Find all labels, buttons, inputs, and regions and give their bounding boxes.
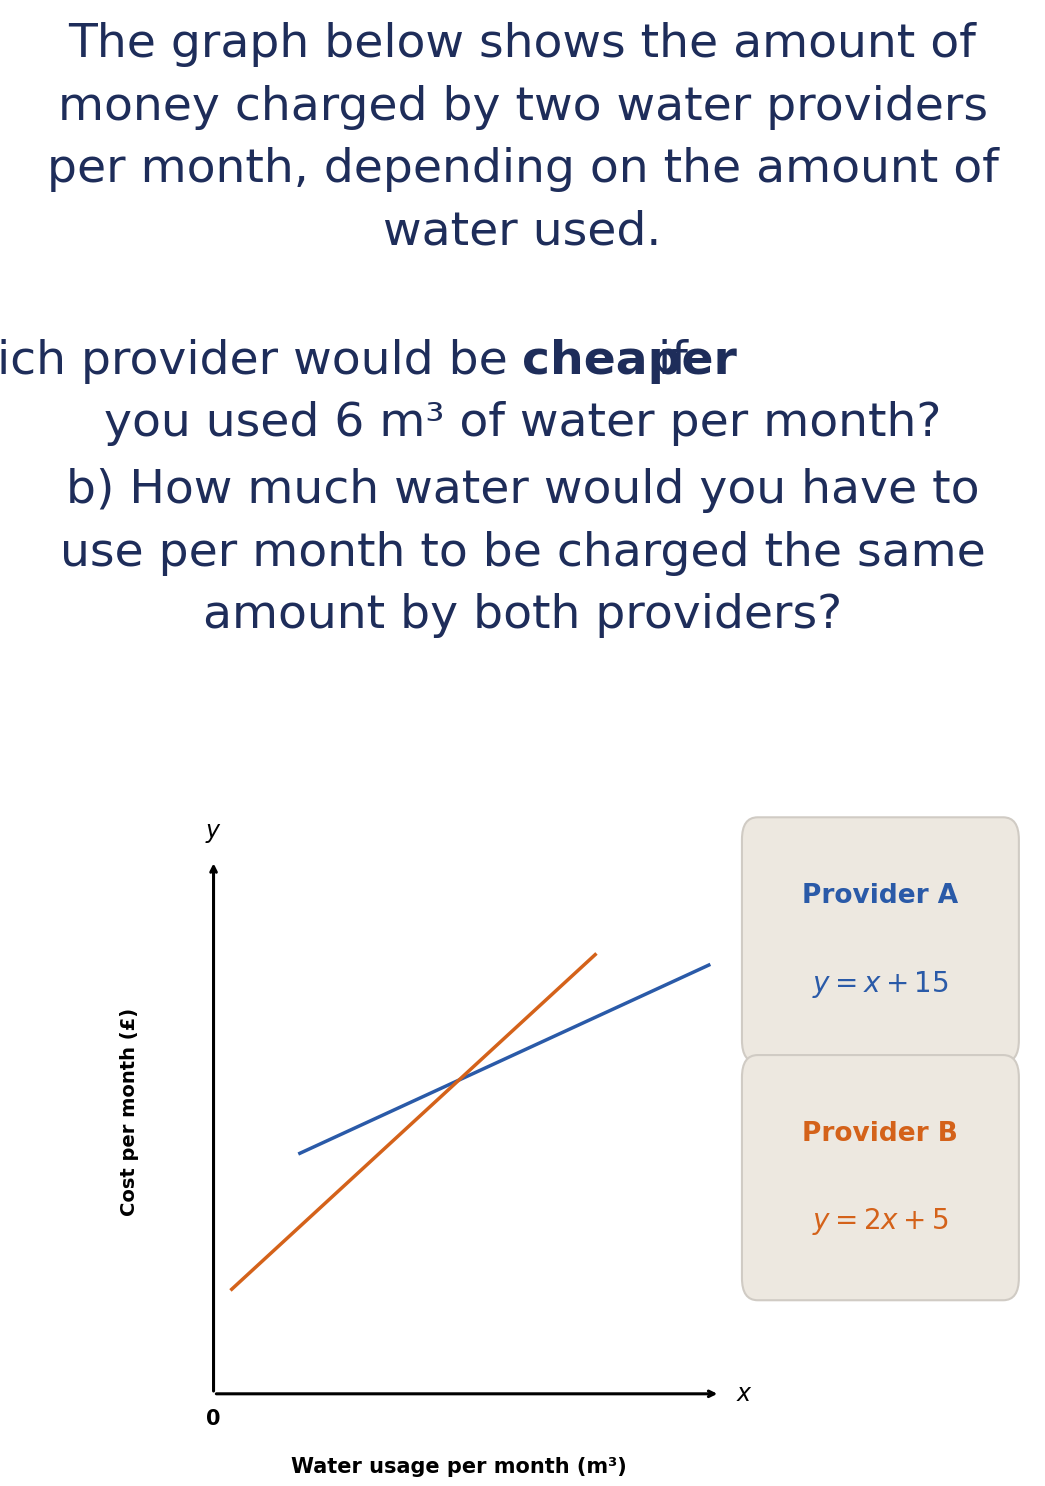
Text: $y$: $y$	[205, 820, 222, 846]
Text: water used.: water used.	[384, 210, 661, 254]
Text: amount by both providers?: amount by both providers?	[203, 593, 842, 637]
Text: $x$: $x$	[736, 1382, 752, 1406]
Text: if: if	[643, 339, 688, 383]
Text: use per month to be charged the same: use per month to be charged the same	[60, 531, 985, 575]
Text: you used 6 m³ of water per month?: you used 6 m³ of water per month?	[103, 401, 942, 446]
Text: Cost per month (£): Cost per month (£)	[120, 1008, 139, 1216]
Text: a) Which provider would be: a) Which provider would be	[0, 339, 522, 383]
Text: Provider B: Provider B	[803, 1120, 958, 1147]
Text: $y = 2x + 5$: $y = 2x + 5$	[812, 1207, 949, 1238]
Text: $y = x + 15$: $y = x + 15$	[812, 969, 949, 1000]
Text: b) How much water would you have to: b) How much water would you have to	[66, 468, 979, 513]
Text: Water usage per month (m³): Water usage per month (m³)	[291, 1456, 627, 1477]
Text: Provider A: Provider A	[803, 883, 958, 909]
Text: cheaper: cheaper	[522, 339, 738, 383]
Text: per month, depending on the amount of: per month, depending on the amount of	[47, 147, 998, 192]
Text: The graph below shows the amount of: The graph below shows the amount of	[69, 22, 976, 67]
Text: 0: 0	[206, 1410, 220, 1430]
Text: money charged by two water providers: money charged by two water providers	[57, 85, 988, 129]
